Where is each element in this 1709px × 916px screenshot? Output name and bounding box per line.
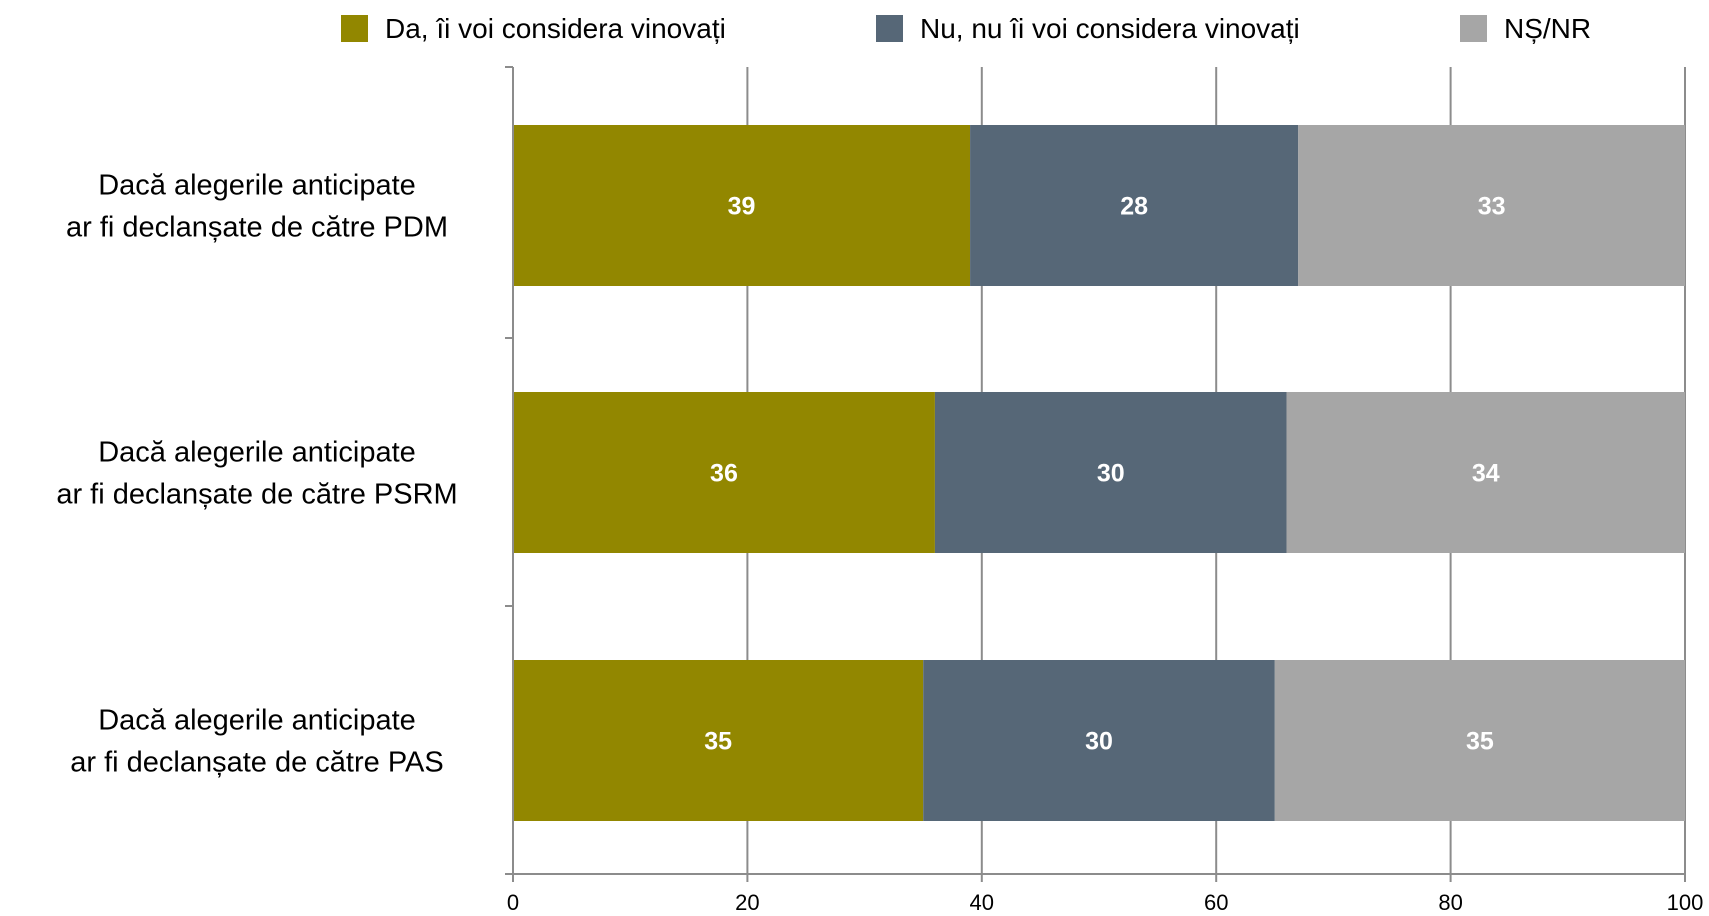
bar-cat3-series2	[923, 660, 1275, 821]
category-label-3-line-1: Dacă alegerile anticipate	[98, 705, 416, 737]
category-label-3-line-2: ar fi declanșate de către PAS	[70, 747, 443, 779]
legend-label-1: Da, îi voi considera vinovați	[385, 13, 726, 44]
category-label-2: Dacă alegerile anticipate ar fi declanșat…	[56, 437, 457, 511]
category-labels: Dacă alegerile anticipate ar fi declanșat…	[56, 170, 457, 779]
legend: Da, îi voi considera vinovați Nu, nu îi v…	[341, 13, 1591, 44]
category-label-3: Dacă alegerile anticipate ar fi declanșat…	[70, 705, 443, 779]
data-label-cat1-series1: 39	[728, 193, 756, 221]
legend-label-2: Nu, nu îi voi considera vinovați	[920, 13, 1300, 44]
bar-cat2-series1	[513, 392, 935, 553]
x-tick-label-80: 80	[1438, 890, 1462, 915]
category-label-2-line-1: Dacă alegerile anticipate	[98, 437, 416, 469]
axes: 0 20 40 60 80 100	[505, 66, 1704, 915]
bar-cat2-series3	[1286, 392, 1685, 553]
bar-cat1-series2	[970, 125, 1299, 286]
data-label-cat1-series2: 28	[1120, 193, 1148, 221]
x-tick-label-60: 60	[1204, 890, 1228, 915]
bar-cat3-series1	[513, 660, 924, 821]
data-label-cat3-series1: 35	[704, 728, 732, 756]
bar-cat1-series1	[513, 125, 971, 286]
x-tick-label-0: 0	[507, 890, 519, 915]
data-label-cat2-series3: 34	[1472, 460, 1500, 488]
x-tick-label-40: 40	[970, 890, 994, 915]
x-tick-label-100: 100	[1667, 890, 1704, 915]
category-label-1-line-1: Dacă alegerile anticipate	[98, 170, 416, 202]
bar-cat3-series3	[1274, 660, 1685, 821]
legend-swatch-3	[1460, 15, 1487, 42]
category-label-1: Dacă alegerile anticipate ar fi declanșat…	[66, 170, 448, 244]
bar-cat2-series2	[934, 392, 1287, 553]
category-label-1-line-2: ar fi declanșate de către PDM	[66, 212, 448, 244]
bar-cat1-series3	[1298, 125, 1685, 286]
data-label-cat2-series1: 36	[710, 460, 738, 488]
bars	[513, 125, 1685, 821]
data-label-cat3-series2: 30	[1085, 728, 1113, 756]
x-tick-label-20: 20	[735, 890, 759, 915]
legend-swatch-2	[876, 15, 903, 42]
legend-label-3: NȘ/NR	[1504, 13, 1591, 44]
data-label-cat1-series3: 33	[1478, 193, 1506, 221]
category-label-2-line-2: ar fi declanșate de către PSRM	[56, 479, 457, 511]
data-label-cat3-series3: 35	[1466, 728, 1494, 756]
data-label-cat2-series2: 30	[1097, 460, 1125, 488]
legend-swatch-1	[341, 15, 368, 42]
data-labels: 39 28 33 36 30 34 35 30 35	[704, 193, 1505, 756]
